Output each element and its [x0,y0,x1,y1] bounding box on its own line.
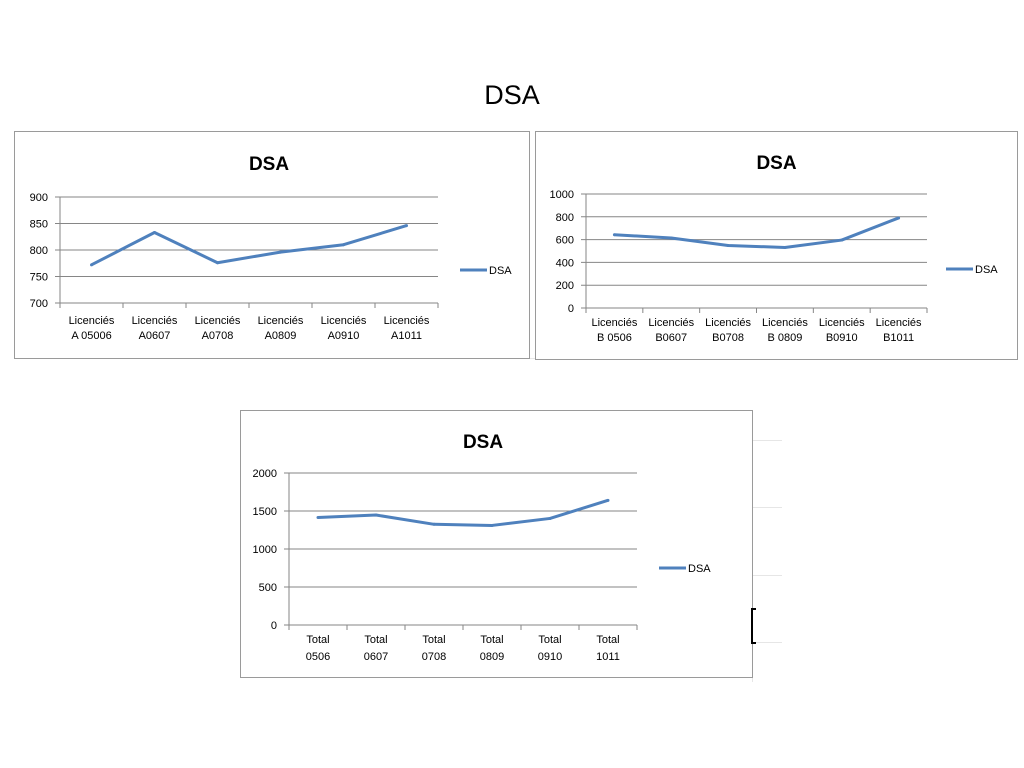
series-line [614,216,900,249]
x-tick-label: Licenciés B 0506 [591,317,637,344]
data-point [316,515,320,519]
legend-label: DSA [688,563,711,575]
data-point [840,238,844,242]
data-point [279,250,282,254]
data-point [153,231,156,235]
y-tick-label: 1000 [253,544,277,556]
chart-title: DSA [249,154,289,175]
y-tick-label: 600 [556,235,574,247]
data-point [374,513,378,517]
sheet-gridline [752,507,782,508]
data-point [783,245,787,249]
sheet-gridline [752,642,782,643]
y-tick-label: 1000 [550,189,574,201]
y-tick-label: 0 [568,303,574,315]
y-tick-label: 700 [30,298,48,310]
x-tick-label: Licenciés A1011 [384,315,430,342]
x-tick-label: Licenciés A0708 [195,315,241,342]
x-tick-label: Total 0910 [538,634,562,663]
x-tick-label: Total 0607 [364,634,388,663]
chart-licencies-b[interactable]: DSA 0 200 400 600 800 1000 Licenciés B 0506 Licen… [535,131,1018,360]
data-point [669,236,673,240]
data-point [897,216,901,220]
chart-licencies-a[interactable]: DSA 700 750 800 850 900 Licenciés A 05006 Licenc… [14,131,530,359]
y-tick-label: 400 [556,257,574,269]
legend-label: DSA [975,264,998,276]
slide-title: DSA [484,80,540,110]
x-tick-label: Licenciés B 0809 [762,317,808,344]
chart-total[interactable]: DSA 0 500 1000 1500 2000 Total 0506 Total 0607 Tot… [240,410,753,678]
data-point [612,233,616,237]
y-tick-label: 800 [556,212,574,224]
y-tick-label: 750 [30,272,48,284]
x-tick-label: Total 0708 [422,634,446,663]
cursor-bracket [751,608,756,644]
legend-label: DSA [489,265,512,277]
y-tick-label: 900 [30,192,48,204]
chart-title: DSA [756,153,796,174]
chart-svg: DSA 0 200 400 600 800 1000 Licenciés B 0506 Licen… [550,153,999,344]
data-point [216,261,219,265]
x-tick-label: Licenciés B0910 [819,317,865,344]
sheet-gridline [752,440,782,441]
data-point [726,244,730,248]
y-tick-label: 2000 [253,468,277,480]
data-point [432,522,436,526]
chart-title: DSA [463,432,503,453]
x-tick-label: Licenciés A 05006 [69,315,115,342]
data-point [342,243,345,247]
data-point [90,263,93,267]
y-tick-label: 500 [259,582,277,594]
data-point [606,498,610,502]
x-tick-label: Licenciés A0607 [132,315,178,342]
chart-svg: DSA 0 500 1000 1500 2000 Total 0506 Total 0607 Tot… [253,432,712,663]
y-tick-label: 200 [556,280,574,292]
x-tick-label: Total 0506 [306,634,330,663]
y-tick-label: 1500 [253,506,277,518]
data-point [490,523,494,527]
series-line [317,498,609,527]
y-tick-label: 0 [271,620,277,632]
x-tick-label: Total 0809 [480,634,504,663]
y-tick-label: 850 [30,219,48,231]
data-point [405,224,408,228]
sheet-gridline [752,575,782,576]
series-line [90,224,407,267]
x-tick-label: Licenciés A0809 [258,315,304,342]
x-tick-label: Total 1011 [596,634,620,663]
x-tick-label: Licenciés B0607 [648,317,694,344]
data-point [548,516,552,520]
x-tick-label: Licenciés B1011 [876,317,922,344]
chart-svg: DSA 700 750 800 850 900 Licenciés A 05006 Licenc… [30,154,513,342]
x-tick-label: Licenciés B0708 [705,317,751,344]
x-tick-label: Licenciés A0910 [321,315,367,342]
y-tick-label: 800 [30,245,48,257]
